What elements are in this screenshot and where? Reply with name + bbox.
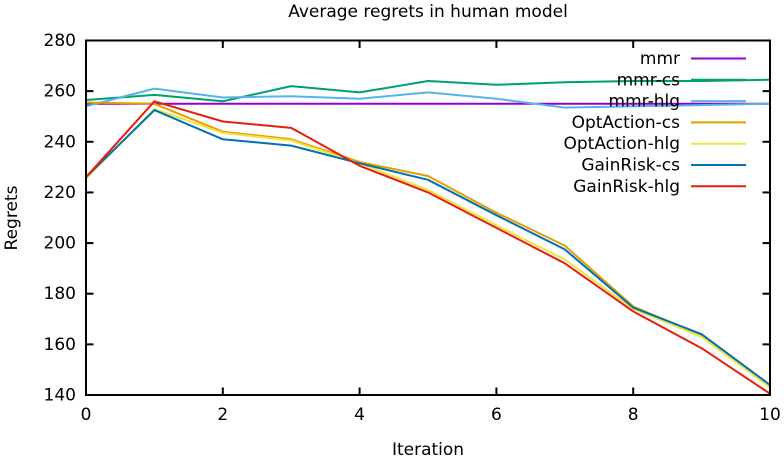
series-line-GainRisk-hlg bbox=[85, 100, 771, 395]
y-tick-label-200: 200 bbox=[44, 234, 76, 254]
legend-row-OptAction-cs: OptAction-cs bbox=[572, 113, 746, 133]
legend-label-mmr-hlg: mmr-hlg bbox=[609, 92, 680, 112]
series-line-OptAction-hlg bbox=[85, 107, 771, 389]
axis-ticks: 140 160 180 200 220 240 260 280 0 2 4 6 8 10 bbox=[44, 31, 781, 425]
y-axis-label: Regrets bbox=[2, 185, 22, 250]
legend-label-mmr-cs: mmr-cs bbox=[617, 70, 681, 90]
plot-border bbox=[85, 39, 771, 396]
y-tick-label-240: 240 bbox=[44, 132, 76, 152]
legend-row-mmr-cs: mmr-cs bbox=[617, 70, 746, 90]
legend-label-OptAction-hlg: OptAction-hlg bbox=[563, 134, 680, 154]
x-tick-label-8: 8 bbox=[628, 405, 639, 425]
y-tick-label-160: 160 bbox=[44, 335, 76, 355]
series-line-GainRisk-cs bbox=[85, 109, 771, 386]
legend: mmrmmr-csmmr-hlgOptAction-csOptAction-hl… bbox=[563, 49, 746, 197]
y-tick-label-140: 140 bbox=[44, 386, 76, 406]
y-tick-label-260: 260 bbox=[44, 82, 76, 102]
x-tick-label-2: 2 bbox=[217, 405, 228, 425]
legend-row-OptAction-hlg: OptAction-hlg bbox=[563, 134, 746, 154]
legend-label-OptAction-cs: OptAction-cs bbox=[572, 113, 681, 133]
data-series bbox=[85, 78, 771, 395]
x-tick-label-4: 4 bbox=[354, 405, 365, 425]
series-line-mmr-hlg bbox=[85, 87, 771, 109]
legend-row-GainRisk-cs: GainRisk-cs bbox=[581, 156, 746, 176]
legend-row-mmr: mmr bbox=[640, 49, 746, 69]
series-line-mmr-cs bbox=[85, 78, 771, 103]
y-tick-label-180: 180 bbox=[44, 284, 76, 304]
x-tick-label-6: 6 bbox=[491, 405, 502, 425]
y-tick-label-280: 280 bbox=[44, 31, 76, 51]
chart-title: Average regrets in human model bbox=[288, 2, 568, 22]
legend-label-mmr: mmr bbox=[640, 49, 680, 69]
legend-row-mmr-hlg: mmr-hlg bbox=[609, 92, 746, 112]
x-axis-label: Iteration bbox=[392, 440, 464, 459]
x-tick-label-0: 0 bbox=[81, 405, 92, 425]
legend-label-GainRisk-cs: GainRisk-cs bbox=[581, 156, 680, 176]
legend-row-GainRisk-hlg: GainRisk-hlg bbox=[573, 177, 746, 197]
y-tick-label-220: 220 bbox=[44, 183, 76, 203]
x-tick-label-10: 10 bbox=[759, 405, 781, 425]
legend-label-GainRisk-hlg: GainRisk-hlg bbox=[573, 177, 680, 197]
